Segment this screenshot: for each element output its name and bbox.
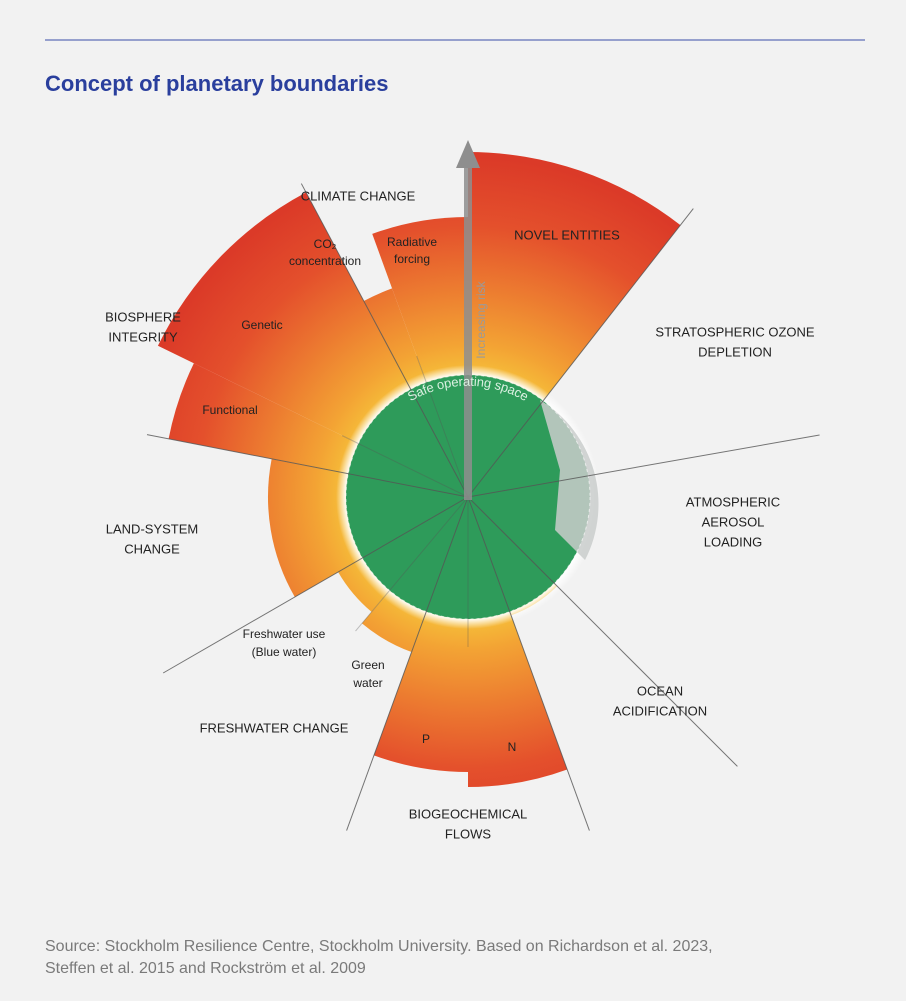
spoke: [467, 434, 820, 498]
boundary-label: OCEAN: [637, 683, 683, 698]
boundary-label: FRESHWATER CHANGE: [200, 720, 349, 735]
boundary-label: ACIDIFICATION: [613, 703, 707, 718]
spoke: [467, 496, 590, 831]
labels: CLIMATE CHANGE NOVEL ENTITIES STRATOSPHERI…: [105, 188, 815, 841]
boundary-label: CHANGE: [124, 541, 180, 556]
boundary-label: LOADING: [704, 534, 763, 549]
spoke: [467, 496, 738, 767]
source-line: Source: Stockholm Resilience Centre, Sto…: [45, 938, 713, 955]
spoke: [300, 183, 469, 498]
risk-arrow: [464, 165, 472, 500]
boundary-label: STRATOSPHERIC OZONE: [655, 324, 814, 339]
boundary-label: NOVEL ENTITIES: [514, 227, 620, 242]
spoke: [146, 434, 469, 498]
boundary-label: LAND-SYSTEM: [106, 521, 198, 536]
risk-arrow-head: [456, 140, 480, 168]
sub-label: Genetic: [241, 318, 282, 332]
sub-label: Green: [351, 658, 384, 672]
sub-label: water: [352, 676, 382, 690]
spoke: [467, 208, 694, 498]
boundary-label: BIOGEOCHEMICAL: [409, 806, 527, 821]
boundary-label: FLOWS: [445, 826, 492, 841]
sub-label: N: [508, 740, 517, 754]
spoke: [355, 496, 469, 632]
boundary-label: DEPLETION: [698, 344, 772, 359]
spokes: [146, 183, 820, 831]
boundary-label: BIOSPHERE: [105, 309, 181, 324]
spoke: [346, 496, 469, 831]
spoke: [416, 355, 469, 498]
boundary-label: AEROSOL: [702, 514, 765, 529]
safe-boundary: [345, 374, 591, 620]
spoke: [162, 496, 469, 674]
boundary-label: INTEGRITY: [108, 329, 178, 344]
sub-label: P: [422, 732, 430, 746]
title: Concept of planetary boundaries: [45, 71, 389, 96]
sub-label: Freshwater use: [243, 627, 326, 641]
sub-label: (Blue water): [252, 645, 317, 659]
ozone-area: [540, 400, 599, 560]
sub-label: Radiative: [387, 235, 437, 249]
sub-label: CO₂: [314, 237, 337, 251]
sub-label: concentration: [289, 254, 361, 268]
arrow-label: Increasing risk: [474, 280, 488, 358]
source-line: Steffen et al. 2015 and Rockström et al.…: [45, 960, 366, 977]
boundary-label: ATMOSPHERIC: [686, 494, 780, 509]
spoke: [341, 435, 469, 498]
boundary-label: CLIMATE CHANGE: [301, 188, 416, 203]
sub-label: forcing: [394, 252, 430, 266]
sub-label: Functional: [202, 403, 257, 417]
